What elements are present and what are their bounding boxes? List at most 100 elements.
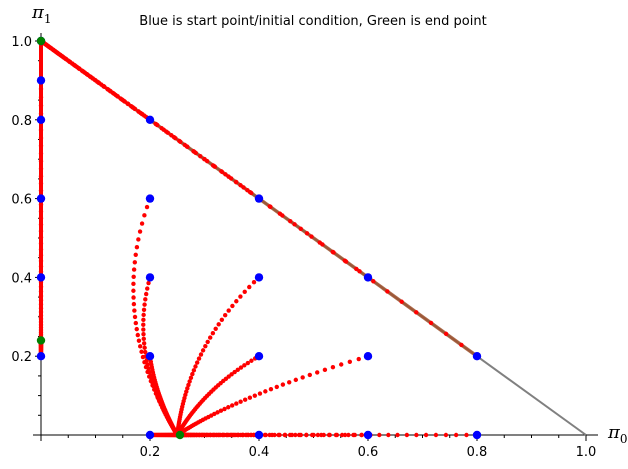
trajectory-point xyxy=(202,157,207,162)
trajectory-point xyxy=(38,173,44,179)
trajectory-point xyxy=(138,344,143,349)
y-axis-symbol: π xyxy=(31,2,45,23)
trajectory-point xyxy=(187,379,192,384)
trajectory-point xyxy=(139,349,144,354)
y-tick-label: 1.0 xyxy=(11,35,32,50)
trajectory-point xyxy=(38,95,44,100)
trajectory-point xyxy=(136,338,142,343)
end-point xyxy=(175,430,185,440)
trajectory-point xyxy=(222,312,228,318)
trajectory-point xyxy=(131,301,137,307)
trajectory-point xyxy=(223,172,228,177)
start-point xyxy=(145,273,155,282)
trajectory-point xyxy=(247,284,252,290)
trajectory-point xyxy=(62,56,68,61)
trajectory-point xyxy=(88,74,94,80)
trajectory-point xyxy=(342,432,348,438)
trajectory-point xyxy=(414,310,419,315)
trajectory-point xyxy=(67,59,72,64)
trajectory-point xyxy=(203,343,208,349)
trajectory-point xyxy=(356,356,361,362)
trajectory-point xyxy=(322,367,328,373)
trajectory-point xyxy=(38,127,44,133)
trajectory-point xyxy=(38,143,44,148)
trajectory-point xyxy=(414,432,419,438)
trajectory-point xyxy=(200,432,206,438)
trajectory-point xyxy=(132,314,138,320)
trajectory-point xyxy=(263,389,268,394)
trajectory-point xyxy=(249,358,254,363)
x-tick-label: 0.8 xyxy=(467,445,488,460)
y-tick-label: 0.8 xyxy=(11,114,32,129)
trajectory-point xyxy=(146,366,151,371)
trajectory-point xyxy=(354,266,359,272)
trajectory-point xyxy=(343,259,349,264)
trajectory-point xyxy=(141,336,146,342)
trajectory-point xyxy=(38,289,44,294)
start-point xyxy=(254,352,264,361)
trajectory-point xyxy=(220,432,226,438)
trajectory-point xyxy=(293,377,299,383)
trajectory-point xyxy=(132,260,138,265)
trajectory-point xyxy=(94,79,100,84)
trajectory-point xyxy=(38,253,44,258)
trajectory-point xyxy=(238,399,243,404)
trajectory-point xyxy=(38,166,44,171)
trajectory-point xyxy=(54,50,60,55)
trajectory-point xyxy=(131,267,137,272)
trajectory-point xyxy=(143,291,149,297)
trajectory-point xyxy=(351,432,356,438)
trajectory-point xyxy=(131,274,136,279)
trajectory-point xyxy=(246,432,251,438)
start-point xyxy=(363,430,373,440)
trajectory-point xyxy=(197,432,202,438)
trajectory-point xyxy=(38,313,44,318)
trajectory-point xyxy=(142,302,147,307)
start-point xyxy=(145,352,155,361)
start-point xyxy=(145,430,155,440)
trajectory-point xyxy=(251,280,257,285)
start-point xyxy=(472,430,482,440)
trajectory-point xyxy=(385,289,390,294)
trajectory-point xyxy=(268,204,273,210)
trajectory-point xyxy=(228,176,234,181)
trajectory-point xyxy=(193,364,198,369)
trajectory-point xyxy=(38,306,44,311)
end-point xyxy=(36,336,46,345)
trajectory-point xyxy=(268,386,274,392)
trajectory-point xyxy=(198,153,203,159)
trajectory-point xyxy=(289,432,295,438)
trajectory-point xyxy=(330,249,335,255)
trajectory-point xyxy=(38,298,44,303)
trajectory-point xyxy=(235,367,240,373)
trajectory-point xyxy=(200,348,206,353)
trajectory-point xyxy=(242,289,247,294)
trajectory-point xyxy=(219,169,225,175)
trajectory-point xyxy=(235,432,240,438)
trajectory-point xyxy=(133,252,138,258)
trajectory-point xyxy=(330,364,336,370)
end-points xyxy=(36,36,185,440)
trajectory-point xyxy=(359,432,365,438)
start-point xyxy=(145,194,155,203)
trajectory-point xyxy=(191,368,197,373)
trajectory-point xyxy=(164,129,169,134)
trajectory-point xyxy=(38,309,44,315)
trajectory-point xyxy=(339,362,344,367)
trajectory-point xyxy=(219,317,225,322)
trajectory-point xyxy=(141,307,147,312)
trajectory-point xyxy=(155,122,160,128)
trajectory-point xyxy=(131,295,136,300)
trajectory-point xyxy=(142,213,147,218)
start-points xyxy=(36,36,482,440)
trajectory-point xyxy=(257,391,263,396)
trajectory-point xyxy=(240,432,245,438)
trajectory-point xyxy=(77,66,82,72)
trajectory-point xyxy=(38,235,44,240)
trajectory-point xyxy=(38,264,44,269)
trajectory-point xyxy=(234,401,239,406)
trajectory-point xyxy=(133,320,139,326)
start-point xyxy=(36,273,46,282)
trajectory-point xyxy=(292,222,297,227)
